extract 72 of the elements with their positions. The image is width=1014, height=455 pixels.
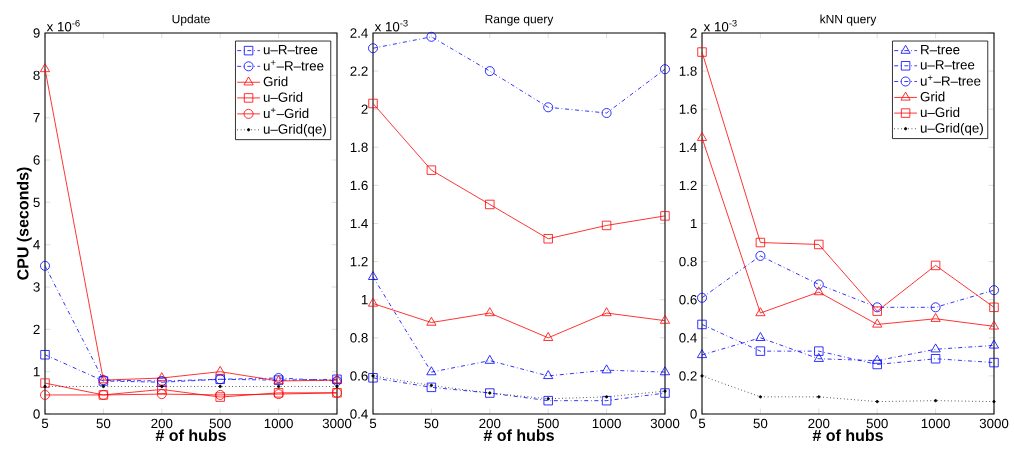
x-tick-label: 200	[808, 418, 830, 429]
chart-title: Update	[172, 14, 210, 26]
legend-label: u–R–tree	[263, 45, 318, 55]
x-tick-label: 200	[151, 418, 173, 429]
y-tick-label: 2.2	[350, 66, 368, 76]
legend-label: u–Grid(qe)	[920, 122, 983, 136]
x-tick-label: 3000	[650, 418, 680, 429]
y-tick-label: 1	[361, 295, 368, 305]
y-tick-label: 1.8	[350, 142, 368, 153]
x-tick-label: 1000	[264, 418, 293, 429]
legend-label: Grid	[263, 76, 288, 87]
y-tick-label: 2	[33, 324, 40, 334]
y-tick-label: 7	[33, 113, 40, 123]
y-tick-label: 1	[690, 218, 697, 229]
y-tick-label: 0.6	[350, 371, 368, 381]
x-tick-label: 500	[209, 418, 231, 429]
x-tick-label: 1000	[592, 418, 621, 429]
x-tick-label: 500	[866, 418, 888, 429]
x-tick-label: 500	[537, 418, 559, 429]
legend-label: u–Grid	[263, 92, 303, 102]
x-tick-label: 50	[753, 418, 768, 429]
y-tick-label: 2.4	[350, 28, 368, 38]
x-axis-title: # of hubs	[483, 429, 554, 442]
y-tick-label: 1.8	[679, 66, 697, 76]
x-tick-label: 200	[479, 418, 501, 429]
legend-label: u$^{+}$–Grid	[263, 107, 309, 119]
legend-label: u$^{+}$–R–tree	[263, 60, 324, 71]
text: x 10$^{-3}$	[703, 19, 737, 32]
y-tick-label: 0	[33, 409, 40, 419]
y-tick-label: 0.4	[350, 409, 368, 419]
y-tick-label: 1.4	[679, 142, 697, 152]
y-tick-label: 1.6	[679, 104, 697, 114]
y-tick-label: 0	[690, 409, 697, 419]
x-tick-label: 50	[424, 418, 439, 429]
y-tick-label: 1.4	[350, 218, 368, 229]
y-tick-label: 2	[361, 104, 368, 114]
y-tick-label: 1.2	[679, 180, 697, 191]
chart-title: Range query	[485, 14, 554, 26]
legend-label: u–R–tree	[920, 60, 975, 70]
y-tick-label: 5	[33, 197, 40, 207]
legend-label: R–tree	[921, 45, 960, 55]
legend-label: Grid	[920, 91, 945, 102]
y-tick-label: 6	[33, 155, 40, 165]
text: x 10$^{-6}$	[46, 19, 80, 32]
legend-label: u–Grid(qe)	[263, 123, 326, 137]
y-axis-title: CPU (seconds)	[16, 167, 32, 280]
x-tick-label: 1000	[921, 418, 950, 429]
y-tick-label: 1.2	[350, 256, 368, 267]
y-tick-label: 0.8	[350, 333, 368, 343]
x-axis-title: # of hubs	[155, 429, 226, 442]
y-tick-label: 0.2	[679, 371, 697, 381]
y-tick-label: 0.8	[679, 256, 697, 267]
x-tick-label: 50	[96, 418, 111, 429]
y-tick-label: 2	[690, 28, 697, 38]
x-axis-title: # of hubs	[812, 429, 883, 442]
y-tick-label: 0.6	[679, 294, 697, 305]
x-tick-label: 3000	[322, 418, 352, 429]
y-tick-label: 1.6	[350, 180, 368, 191]
x-tick-label: 5	[369, 418, 377, 429]
x-tick-label: 5	[41, 418, 49, 429]
y-tick-label: 8	[33, 70, 40, 81]
y-tick-label: 3	[33, 282, 40, 292]
x-tick-label: 3000	[979, 418, 1009, 429]
y-tick-label: 0.4	[679, 333, 697, 343]
x-tick-label: 5	[698, 418, 706, 429]
y-tick-label: 9	[33, 28, 40, 38]
legend-label: u$^{+}$–R–tree	[920, 75, 981, 86]
legend-label: u–Grid	[920, 107, 960, 118]
chart-title: kNN query	[820, 14, 877, 26]
y-tick-label: 4	[33, 240, 40, 250]
text: x 10$^{-3}$	[374, 19, 408, 32]
y-tick-label: 1	[33, 367, 40, 377]
